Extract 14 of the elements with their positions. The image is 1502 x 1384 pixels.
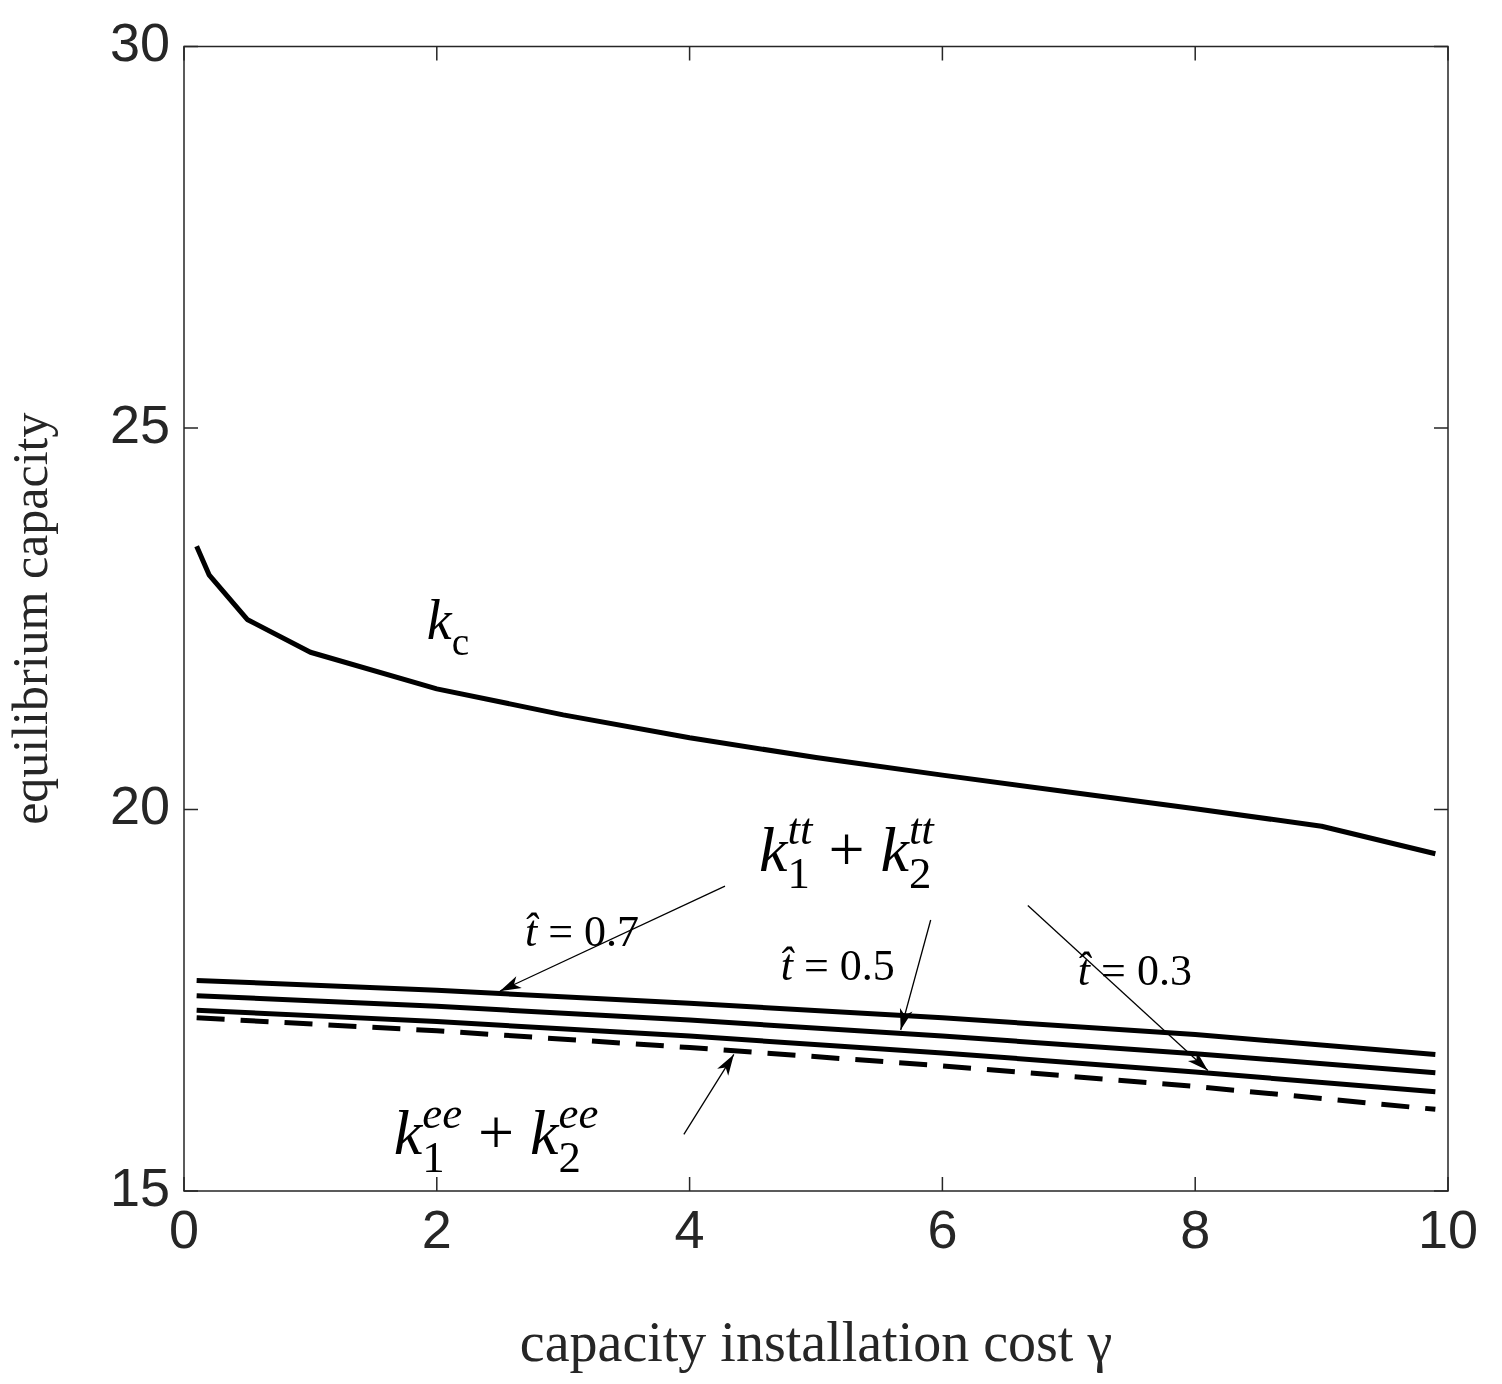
- annotation: t̂ = 0.5: [780, 940, 895, 990]
- x-tick-label: 10: [1417, 1199, 1479, 1260]
- y-tick-label: 30: [109, 12, 170, 73]
- y-tick-label: 25: [109, 393, 170, 454]
- x-tick-label: 0: [168, 1199, 200, 1260]
- y-axis-title: equilibrium capacity: [2, 412, 59, 825]
- annotation: t̂ = 0.3: [1077, 946, 1192, 996]
- x-tick-label: 8: [1180, 1199, 1211, 1260]
- x-axis-title: capacity installation cost γ: [519, 1311, 1113, 1374]
- y-tick-label: 15: [109, 1156, 170, 1217]
- x-tick-label: 6: [927, 1199, 958, 1260]
- y-tick-label: 20: [109, 775, 170, 836]
- x-tick-label: 2: [421, 1199, 452, 1260]
- x-tick-label: 4: [674, 1199, 705, 1260]
